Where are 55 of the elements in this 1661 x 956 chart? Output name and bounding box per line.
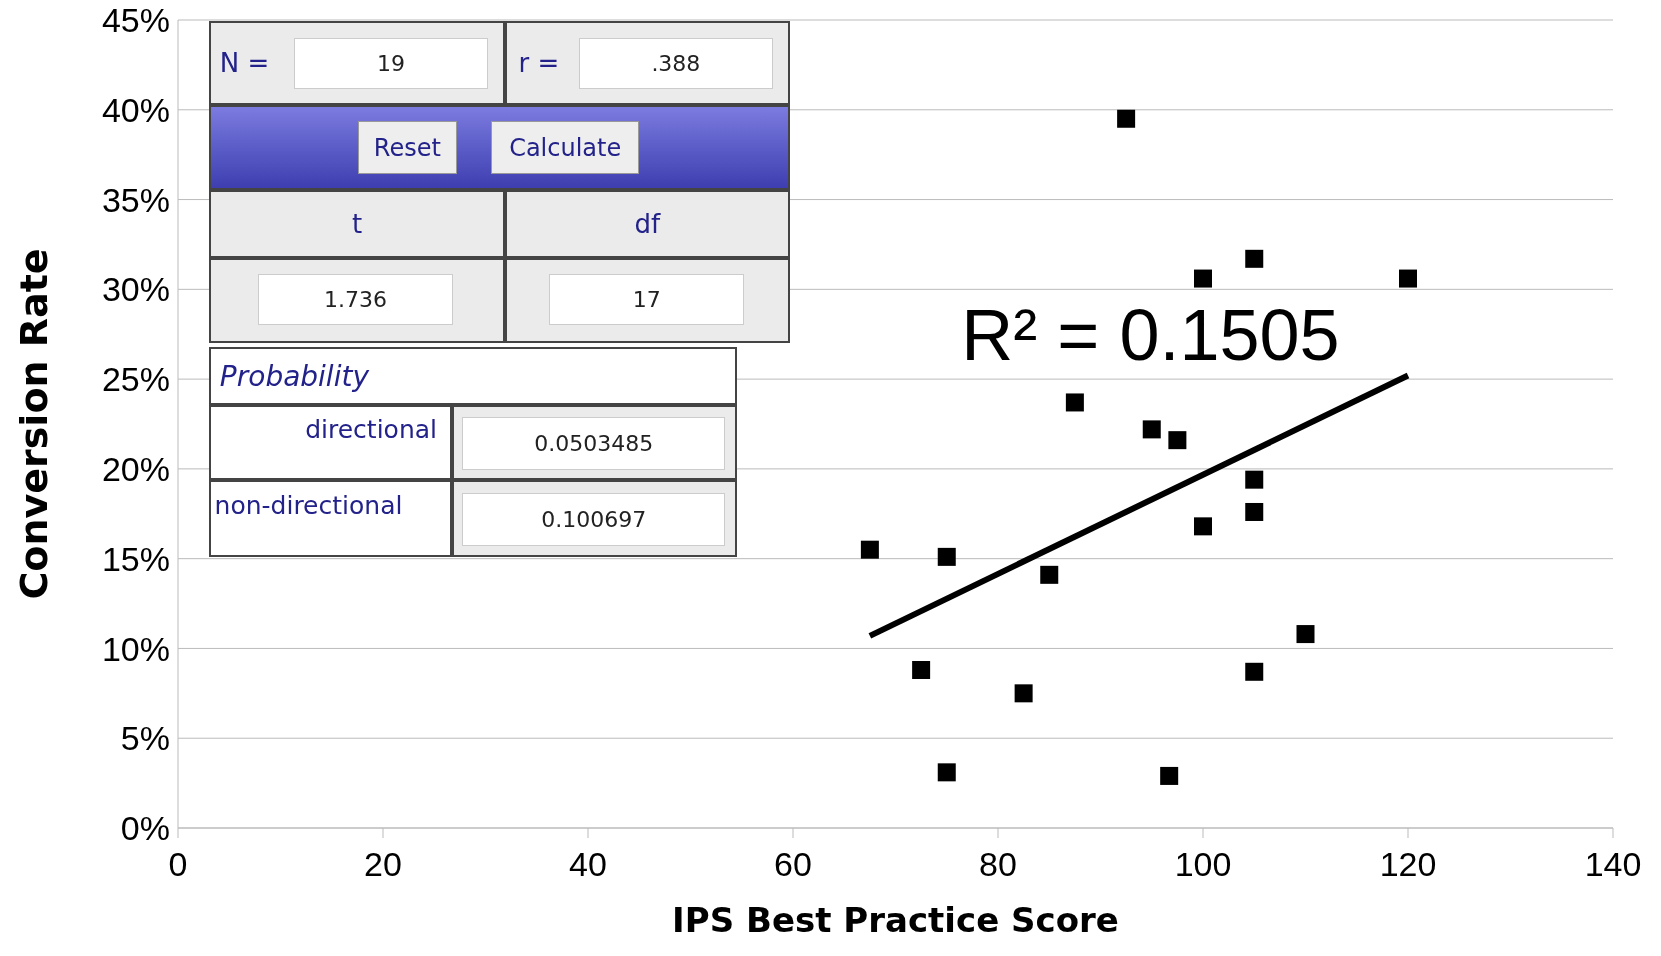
y-tick-label: 45%: [101, 1, 170, 40]
point: [1160, 766, 1179, 785]
x-tick-label: 0: [168, 845, 188, 884]
point: [1117, 109, 1136, 128]
annotation: non-directional: [214, 490, 404, 523]
x-tick-label: 100: [1174, 845, 1232, 884]
y-tick-label: 5%: [120, 719, 170, 758]
annotation: .388: [578, 37, 773, 89]
annotation: N =: [219, 47, 271, 81]
x-tick-label: 140: [1584, 845, 1642, 884]
annotation: 19: [294, 37, 488, 89]
point: [1014, 684, 1033, 703]
annotation: 0.0503485: [462, 416, 726, 470]
point: [1194, 269, 1212, 288]
x-tick-label: 120: [1379, 845, 1437, 884]
annotation: Reset: [357, 121, 458, 175]
annotation: 17: [549, 273, 745, 325]
point: [937, 547, 956, 566]
point: [1040, 565, 1059, 584]
y-tick-label: 25%: [101, 360, 170, 399]
x-tick-label: 20: [364, 845, 402, 884]
y-tick-label: 30%: [101, 270, 170, 309]
y-tick-label: 40%: [101, 90, 170, 129]
annotation: R² = 0.1505: [961, 294, 1340, 376]
annotation: directional: [304, 414, 437, 447]
annotation: r =: [518, 47, 561, 81]
point: [1296, 625, 1315, 644]
annotation: 0.100697: [462, 493, 726, 547]
y-axis-title: Conversion Rate: [12, 248, 57, 600]
y-tick-label: 15%: [101, 539, 170, 578]
x-tick-label: 60: [774, 845, 812, 884]
annotation: Calculate: [491, 121, 640, 175]
point: [1168, 431, 1187, 450]
x-axis-title: IPS Best Practice Score: [672, 900, 1119, 940]
y-tick-label: 0%: [120, 809, 170, 848]
y-tick-label: 10%: [101, 629, 170, 668]
annotation: t: [209, 190, 505, 258]
x-tick-label: 40: [569, 845, 607, 884]
point: [1245, 502, 1264, 521]
point: [1065, 393, 1084, 412]
y-tick-label: 35%: [101, 180, 170, 219]
y-tick-label: 20%: [101, 449, 170, 488]
point: [937, 763, 956, 782]
point: [1245, 662, 1264, 681]
point: [1245, 249, 1264, 268]
point: [1245, 470, 1264, 489]
annotation: 1.736: [257, 273, 453, 325]
annotation: df: [504, 190, 790, 258]
x-tick-label: 80: [979, 845, 1017, 884]
point: [860, 540, 879, 559]
annotation: Probability: [219, 358, 370, 395]
point: [1194, 517, 1212, 536]
point: [1142, 420, 1161, 439]
point: [912, 660, 931, 679]
point: [1399, 269, 1417, 288]
